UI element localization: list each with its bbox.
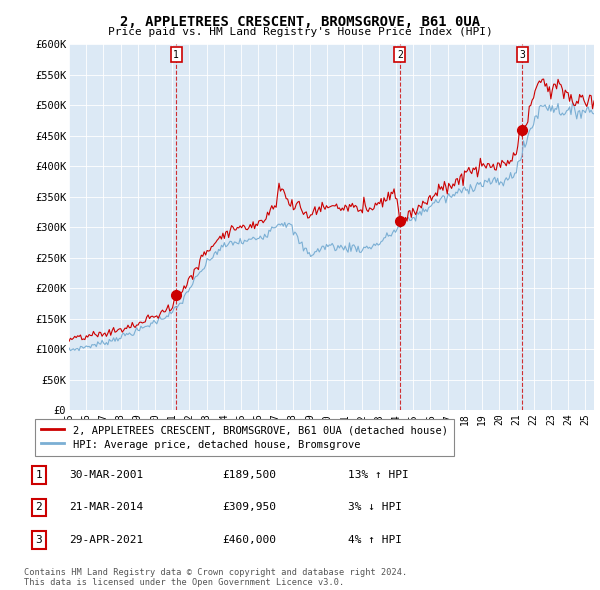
Text: 29-APR-2021: 29-APR-2021 [69,535,143,545]
Text: 2, APPLETREES CRESCENT, BROMSGROVE, B61 0UA: 2, APPLETREES CRESCENT, BROMSGROVE, B61 … [120,15,480,29]
Text: 2: 2 [397,50,403,60]
Text: 3% ↓ HPI: 3% ↓ HPI [348,503,402,512]
Text: Price paid vs. HM Land Registry's House Price Index (HPI): Price paid vs. HM Land Registry's House … [107,27,493,37]
Text: 1: 1 [173,50,179,60]
Text: 3: 3 [35,535,43,545]
Legend: 2, APPLETREES CRESCENT, BROMSGROVE, B61 0UA (detached house), HPI: Average price: 2, APPLETREES CRESCENT, BROMSGROVE, B61 … [35,419,454,455]
Text: £460,000: £460,000 [222,535,276,545]
Text: Contains HM Land Registry data © Crown copyright and database right 2024.
This d: Contains HM Land Registry data © Crown c… [24,568,407,587]
Text: 13% ↑ HPI: 13% ↑ HPI [348,470,409,480]
Text: 1: 1 [35,470,43,480]
Text: 21-MAR-2014: 21-MAR-2014 [69,503,143,512]
Text: 3: 3 [519,50,525,60]
Text: 2: 2 [35,503,43,512]
Text: £309,950: £309,950 [222,503,276,512]
Text: 4% ↑ HPI: 4% ↑ HPI [348,535,402,545]
Text: £189,500: £189,500 [222,470,276,480]
Text: 30-MAR-2001: 30-MAR-2001 [69,470,143,480]
